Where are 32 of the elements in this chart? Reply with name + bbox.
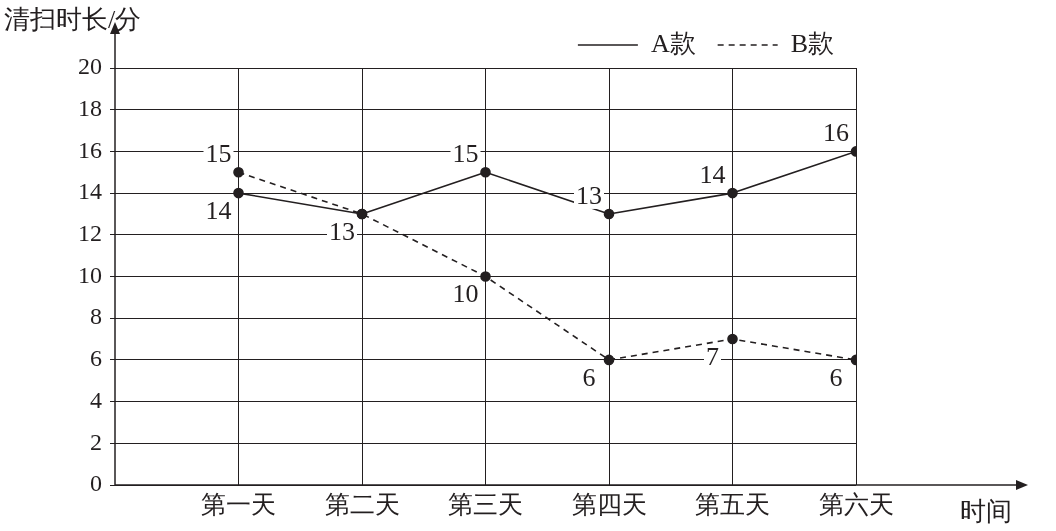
y-tick-label: 20 [78,53,102,80]
x-tick-label: 第五天 [695,490,770,518]
y-tick-label: 18 [78,95,102,121]
y-tick-label: 4 [90,386,102,413]
x-tick-label: 第三天 [448,490,523,518]
data-label: 7 [706,341,719,371]
data-label: 15 [205,139,232,169]
y-tick-label: 2 [90,428,102,455]
data-label: 13 [576,180,602,210]
data-label: 10 [452,279,479,309]
y-tick-label: 8 [90,303,102,330]
x-axis-title: 时间 [960,496,1012,526]
y-axis-title: 清扫时长/分 [4,4,142,34]
data-label: 15 [452,139,479,169]
y-tick-label: 14 [78,178,102,205]
x-tick-label: 第一天 [201,490,276,518]
x-tick-label: 第四天 [571,490,647,518]
y-tick-label: 6 [90,345,102,372]
data-label: 14 [205,195,232,225]
y-tick-label: 12 [78,220,102,247]
y-tick-label: 10 [78,261,102,288]
x-tick-label: 第六天 [818,490,894,518]
data-label: 16 [823,118,849,148]
data-label: 6 [582,362,596,392]
legend-label: A款 [650,28,696,58]
data-label: 13 [329,216,355,246]
y-tick-label: 16 [78,136,102,163]
legend-label: B款 [790,28,834,58]
y-tick-label: 0 [90,470,102,497]
data-label: 14 [699,159,726,189]
data-label: 6 [829,362,843,392]
x-tick-label: 第二天 [324,490,400,518]
